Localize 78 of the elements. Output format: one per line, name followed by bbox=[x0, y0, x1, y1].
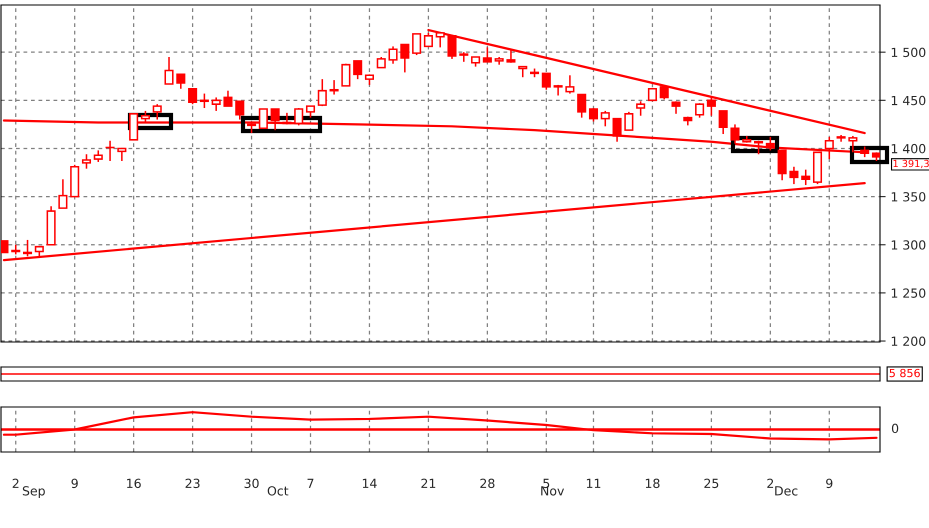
candlestick bbox=[106, 140, 115, 162]
candlestick bbox=[376, 56, 386, 68]
candlestick bbox=[318, 78, 327, 107]
candlestick bbox=[588, 107, 598, 122]
candlestick bbox=[58, 178, 68, 209]
candlestick bbox=[436, 31, 445, 48]
candlestick bbox=[447, 34, 457, 60]
candlestick bbox=[388, 46, 398, 64]
candlestick bbox=[82, 153, 92, 170]
candlestick bbox=[94, 150, 103, 163]
x-tick-label: 28 bbox=[480, 478, 494, 488]
x-tick-label: 7 bbox=[308, 478, 314, 488]
y-tick-label: 1 350 bbox=[892, 192, 926, 202]
candlestick bbox=[200, 92, 209, 109]
candlestick bbox=[424, 32, 433, 48]
candlestick bbox=[459, 51, 468, 63]
x-tick-label: 16 bbox=[127, 478, 141, 488]
candlestick bbox=[718, 110, 728, 135]
candlestick bbox=[706, 96, 716, 116]
candlestick bbox=[152, 103, 162, 120]
candlestick bbox=[671, 100, 681, 115]
y-tick-label: 1 500 bbox=[892, 48, 926, 58]
candlestick bbox=[801, 168, 810, 186]
x-tick-label: 25 bbox=[704, 478, 718, 488]
x-tick-label: 2 bbox=[767, 478, 774, 488]
candlestick bbox=[730, 124, 740, 144]
x-tick-label: 23 bbox=[186, 478, 200, 488]
candlestick bbox=[412, 33, 422, 56]
ref-line-label: 0 bbox=[892, 424, 898, 434]
candlestick bbox=[542, 72, 551, 90]
text: Sep bbox=[22, 486, 45, 498]
candlestick bbox=[400, 44, 410, 74]
candlestick bbox=[34, 246, 44, 258]
candlestick bbox=[660, 85, 669, 100]
x-tick-label: 30 bbox=[244, 478, 259, 488]
y-tick-label: 1 300 bbox=[892, 240, 926, 250]
y-tick-label: 1 450 bbox=[892, 96, 926, 106]
x-tick-label: 2 bbox=[12, 478, 18, 488]
text: Nov bbox=[541, 486, 564, 496]
text: Dec bbox=[775, 486, 798, 496]
x-tick-label: 21 bbox=[421, 478, 436, 488]
candlestick bbox=[247, 122, 256, 134]
text: Oct bbox=[268, 486, 288, 496]
candlestick bbox=[188, 88, 198, 105]
candlestick bbox=[353, 60, 362, 80]
candlestick bbox=[212, 96, 221, 112]
x-tick-label: 9 bbox=[826, 478, 832, 488]
candlestick bbox=[789, 166, 798, 185]
candlestick bbox=[11, 244, 20, 256]
y-tick-label: 1 200 bbox=[892, 336, 926, 346]
candlestick bbox=[341, 62, 350, 87]
candlestick bbox=[482, 46, 492, 63]
candlestick bbox=[176, 74, 186, 90]
x-tick-label: 9 bbox=[72, 478, 78, 488]
candlestick bbox=[506, 49, 516, 64]
candlestick bbox=[164, 56, 174, 85]
candlestick bbox=[471, 56, 480, 68]
x-tick-label: 18 bbox=[646, 478, 660, 488]
candlestick bbox=[624, 111, 634, 131]
y-tick-label: 1 400 bbox=[892, 144, 926, 154]
candlestick bbox=[600, 110, 610, 128]
candlestick bbox=[22, 239, 32, 258]
candlestick bbox=[577, 94, 586, 118]
candlestick bbox=[330, 79, 339, 96]
candlestick bbox=[648, 87, 657, 102]
candlestick bbox=[306, 105, 316, 118]
x-tick-label: 14 bbox=[362, 478, 377, 488]
candlestick bbox=[518, 66, 528, 78]
x-tick-label: 11 bbox=[586, 478, 600, 488]
candlestick bbox=[565, 74, 574, 94]
candlestick bbox=[117, 148, 126, 162]
y-tick-label: 1 250 bbox=[892, 288, 926, 298]
candlestick bbox=[235, 100, 244, 120]
candlestick bbox=[636, 100, 646, 116]
candlestick bbox=[695, 102, 704, 118]
text: 5 856 bbox=[890, 368, 920, 378]
text: 1 391,3 bbox=[894, 160, 929, 168]
candlestick bbox=[223, 90, 233, 107]
